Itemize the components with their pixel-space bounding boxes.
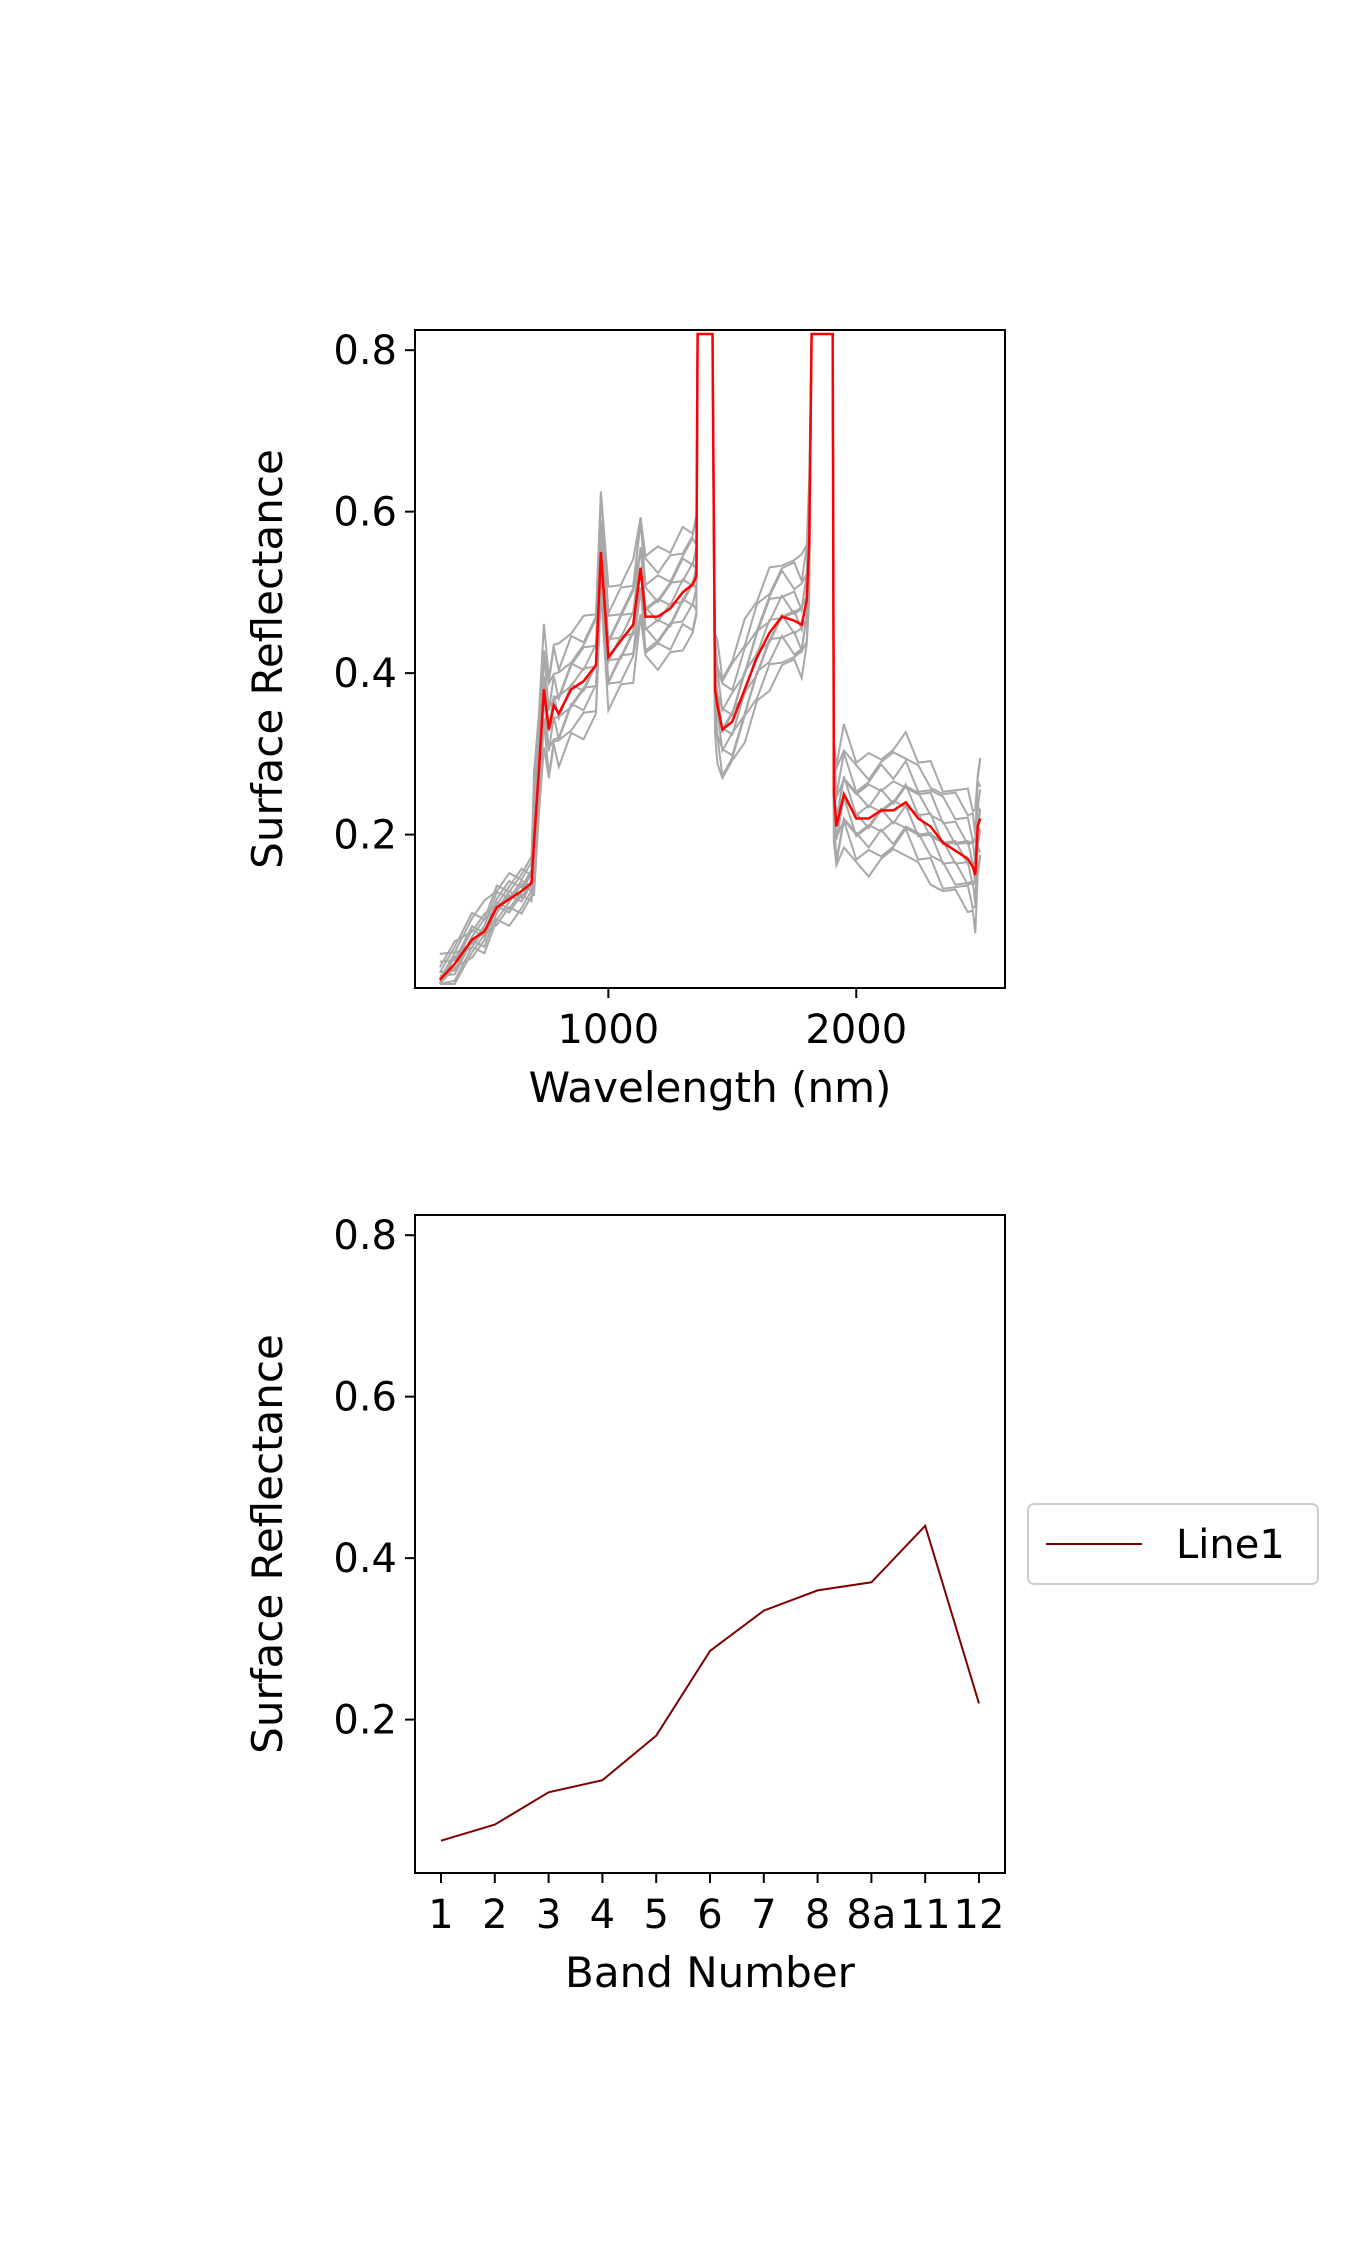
band-series-line [440,1523,980,1842]
band-y-ticks: 0.2 0.4 0.6 0.8 [333,1213,415,1744]
y-tick-label: 0.2 [333,813,397,859]
gray-spectrum-line [439,333,982,955]
x-tick-label: 3 [536,1892,561,1938]
spectrum-plot-frame [414,329,1006,989]
spectrum-x-axis-label: Wavelength (nm) [529,1063,892,1112]
gray-spectrum-line [438,333,982,984]
y-tick-label: 0.4 [333,1536,397,1582]
y-tick-label: 0.8 [333,1213,397,1259]
gray-spectrum-line [439,333,982,963]
spectrum-x-ticks: 1000 2000 [557,988,907,1053]
x-tick-label: 11 [900,1892,951,1938]
band-y-axis-label: Surface Reflectance [243,1334,292,1754]
x-tick-label: 12 [954,1892,1005,1938]
band-plot-frame [414,1214,1006,1874]
x-tick-label: 8 [805,1892,830,1938]
x-tick-label: 7 [751,1892,776,1938]
legend-box [1027,1503,1319,1585]
y-tick-label: 0.8 [333,328,397,374]
x-tick-label: 2000 [805,1007,907,1053]
y-tick-label: 0.4 [333,651,397,697]
band-x-axis-label: Band Number [565,1948,856,1997]
gray-spectrum-line [438,333,982,974]
legend: Line1 [1027,1503,1319,1585]
x-tick-label: 4 [590,1892,615,1938]
x-tick-label: 2 [482,1892,507,1938]
spectrum-y-ticks: 0.2 0.4 0.6 0.8 [333,328,415,859]
spectrum-y-axis-label: Surface Reflectance [243,449,292,869]
x-tick-label: 8a [846,1892,896,1938]
y-tick-label: 0.6 [333,490,397,536]
x-tick-label: 1 [428,1892,453,1938]
band-x-ticks: 1 2 3 4 5 6 7 8 8a 11 12 [428,1873,1004,1938]
x-tick-label: 1000 [557,1007,659,1053]
gray-spectrum-line [438,333,982,968]
x-tick-label: 6 [697,1892,722,1938]
gray-spectrum-line [438,333,982,980]
spectrum-chart: 1000 2000 0.2 0.4 0.6 0.8 Wavelength (nm) Su… [243,328,1006,1112]
x-tick-label: 5 [643,1892,668,1938]
y-tick-label: 0.6 [333,1375,397,1421]
band-chart: 1 2 3 4 5 6 7 8 8a 11 12 0.20.40.60.8 Band Number … [243,1213,1319,1997]
band-series-group [440,1523,980,1842]
spectrum-series-group [438,332,982,985]
highlight-spectrum-line [438,332,982,981]
legend-label-line1: Line1 [1176,1522,1285,1568]
y-tick-label: 0.2 [333,1698,397,1744]
